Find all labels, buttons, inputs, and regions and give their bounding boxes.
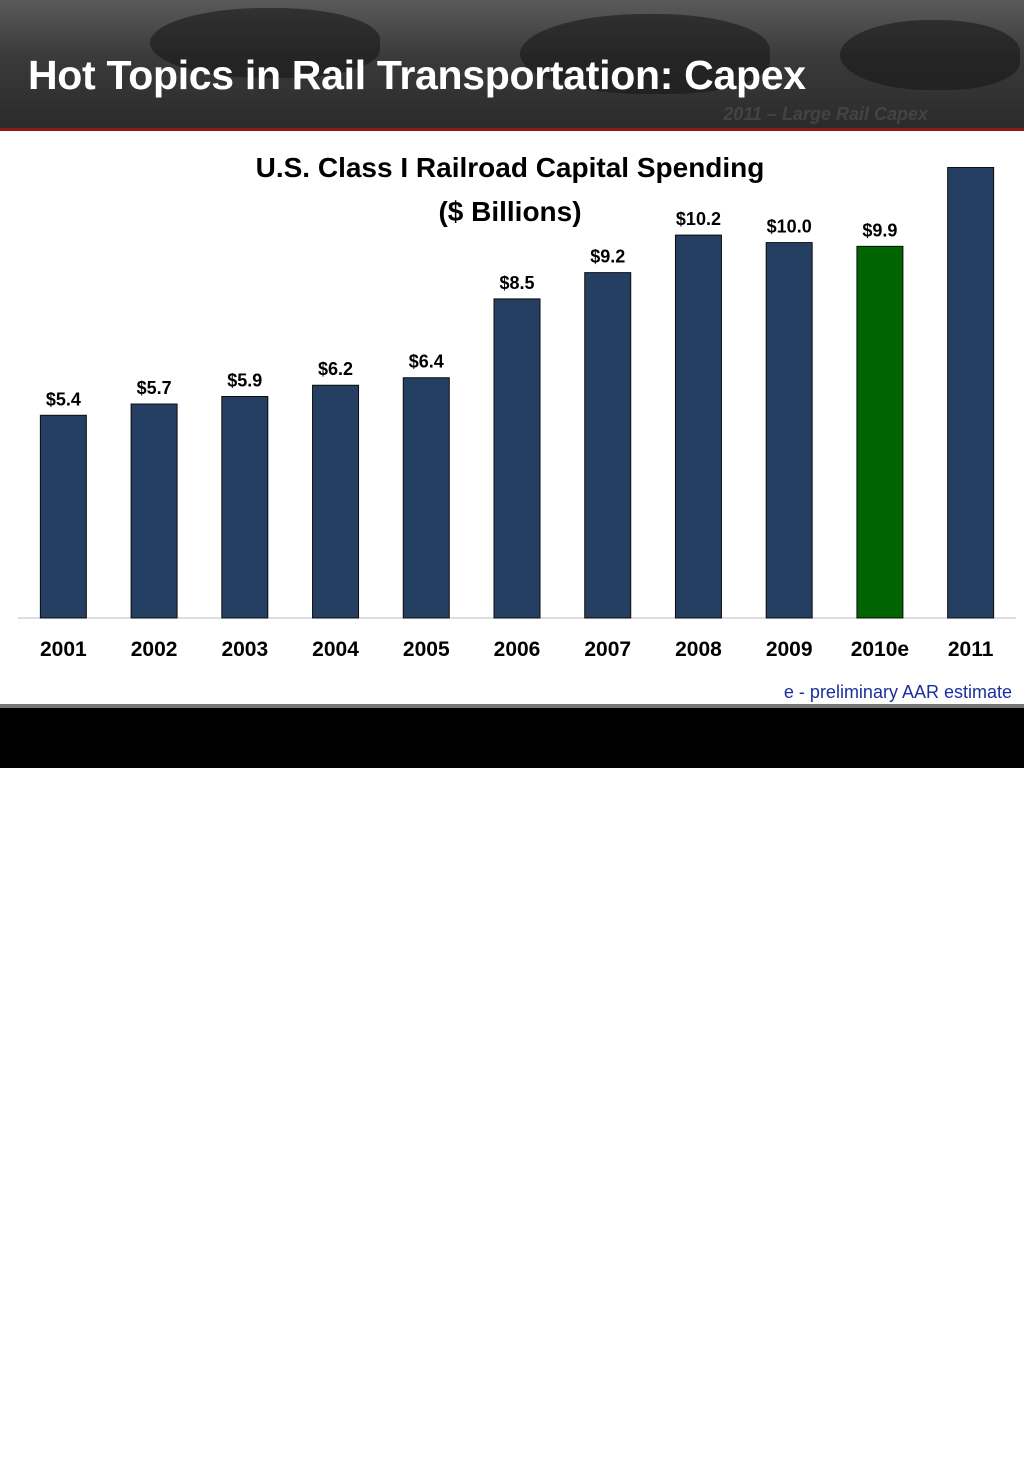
bar-2003 [221, 396, 269, 619]
header-divider [0, 128, 1024, 131]
data-label-2009: $10.0 [767, 217, 812, 237]
logo-mark: NS [838, 1422, 878, 1455]
bar-2001 [39, 414, 87, 619]
footer-bar: Source: AAR NS NORFOLK SOUTHERN One line… [0, 708, 1024, 1470]
data-label-2003: $5.9 [227, 371, 262, 391]
x-tick-label-2001: 2001 [40, 638, 87, 661]
data-label-2006: $8.5 [499, 273, 534, 293]
bar-2004 [312, 384, 360, 619]
x-tick-label-2003: 2003 [221, 638, 268, 661]
rail-swoosh-icon [680, 1430, 830, 1454]
bar-2010e [856, 245, 904, 619]
footnote: e - preliminary AAR estimate [783, 682, 1012, 702]
bar-2005 [402, 377, 450, 619]
bar-chart: $5.4 2001 $5.7 2002 $5.9 2003 $6.2 2004 $6.4 2005… [18, 167, 1016, 661]
header-banner: 2011 – Large Rail Capex Hot Topics in Ra… [0, 0, 1024, 128]
x-tick-label-2011: 2011 [948, 638, 994, 661]
data-label-2004: $6.2 [318, 359, 353, 379]
data-label-2007: $9.2 [590, 247, 625, 267]
bar-2009 [765, 242, 813, 619]
x-tick-label-2004: 2004 [312, 638, 359, 661]
header-ghost-text: 2011 – Large Rail Capex [723, 104, 928, 124]
norfolk-southern-logo: NS NORFOLK SOUTHERN One line, infinite p… [680, 1420, 1020, 1474]
x-tick-label-2008: 2008 [675, 638, 722, 661]
x-tick-label-2002: 2002 [131, 638, 178, 661]
x-tick-label-2005: 2005 [403, 638, 450, 661]
data-label-2010e: $9.9 [862, 220, 897, 240]
horse-silhouette [520, 14, 770, 94]
tagline: One line, infinite possibilities. [832, 1454, 1012, 1470]
x-tick-label-2007: 2007 [584, 638, 631, 661]
data-label-2008: $10.2 [676, 209, 721, 229]
data-label-2001: $5.4 [46, 389, 81, 409]
horse-silhouette [150, 8, 380, 78]
x-tick-label-2006: 2006 [494, 638, 541, 661]
bar-2002 [130, 403, 178, 619]
source-text: Source: AAR [12, 1424, 81, 1438]
horse-silhouette [840, 20, 1020, 90]
data-label-2005: $6.4 [409, 352, 444, 372]
bar-2006 [493, 298, 541, 619]
chart-subtitle: ($ Billions) [438, 196, 582, 227]
x-tick-label-2009: 2009 [766, 638, 813, 661]
chart-title: U.S. Class I Railroad Capital Spending [255, 152, 765, 183]
data-label-2002: $5.7 [137, 378, 172, 398]
logo-name-line2: SOUTHERN [918, 1439, 997, 1455]
footer-stripe [0, 704, 1024, 709]
x-tick-label-2010e: 2010e [851, 638, 909, 661]
bar-2011 [947, 167, 995, 619]
bar-2007 [584, 272, 632, 619]
bar-2008 [674, 234, 722, 619]
logo-name-line1: NORFOLK [918, 1424, 988, 1440]
slide-title: Hot Topics in Rail Transportation: Capex [28, 52, 806, 98]
